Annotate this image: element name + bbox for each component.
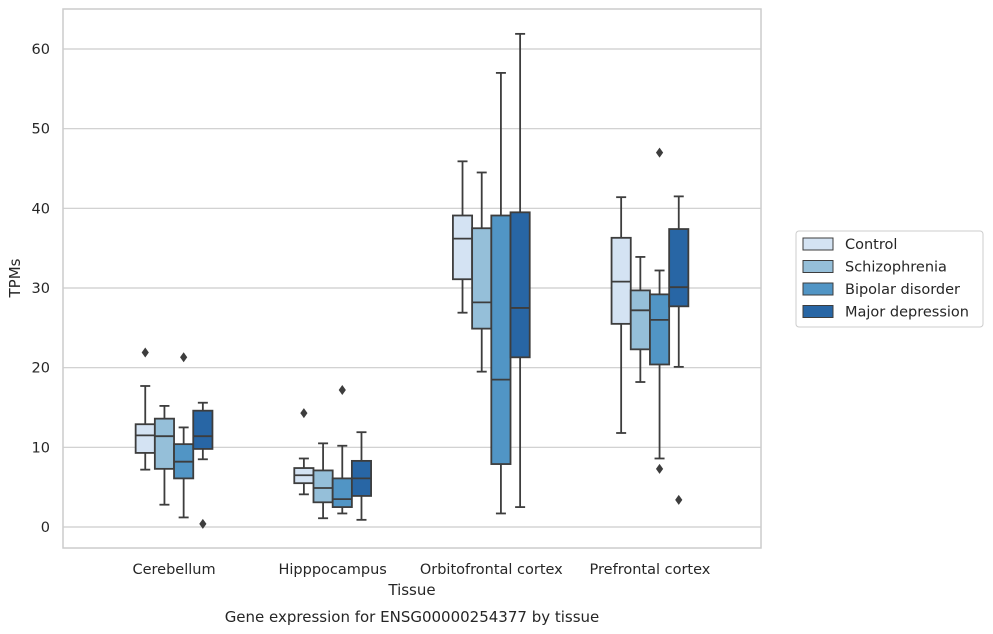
box-0-0 <box>134 347 156 471</box>
legend-swatch <box>802 282 834 296</box>
legend-swatch <box>802 305 834 318</box>
y-tick-label: 20 <box>32 361 50 377</box>
y-axis-title: TPMs <box>6 258 24 298</box>
legend-label: Schizophrenia <box>845 260 947 276</box>
y-tick-label: 0 <box>41 520 50 536</box>
legend-swatch <box>802 260 834 273</box>
box-3-1 <box>629 256 651 383</box>
outlier-point <box>655 147 664 158</box>
box-2-0 <box>452 160 474 314</box>
y-tick-label: 60 <box>32 42 50 58</box>
x-tick-label: Orbitofrontal cortex <box>420 562 563 578</box>
box-iqr <box>668 228 690 308</box>
outlier-point <box>180 352 188 363</box>
box-1-3 <box>350 431 372 521</box>
box-iqr <box>192 409 214 450</box>
outlier-point <box>199 518 207 529</box>
legend-label: Control <box>845 237 897 253</box>
box-plots <box>134 32 690 529</box>
legend-label: Major depression <box>845 305 969 321</box>
box-iqr <box>312 469 334 504</box>
outlier-point <box>141 347 149 358</box>
y-tick-labels: 0 10 20 30 40 50 60 <box>32 42 50 536</box>
plot-frame <box>62 8 762 549</box>
box-iqr <box>331 477 353 508</box>
outlier-point <box>675 494 683 505</box>
legend-frame <box>795 230 984 328</box>
x-tick-labels: Cerebellum Hipppocampus Orbitofrontal cort… <box>132 562 710 578</box>
box-2-1 <box>471 171 493 373</box>
box-2-2 <box>490 72 512 515</box>
y-tick-label: 50 <box>32 122 50 138</box>
box-iqr <box>649 293 671 366</box>
box-iqr <box>471 227 493 330</box>
box-iqr <box>153 417 175 470</box>
legend: Control Schizophrenia Bipolar disorder Majo… <box>795 230 984 328</box>
box-iqr <box>134 423 156 454</box>
y-tick-label: 40 <box>32 201 50 217</box>
y-tick-label: 10 <box>32 440 50 456</box>
box-0-2 <box>173 352 195 519</box>
x-axis-title: Tissue <box>387 581 435 599</box>
legend-label: Bipolar disorder <box>845 282 960 298</box>
legend-swatch <box>802 237 834 251</box>
box-0-3 <box>192 401 214 529</box>
box-iqr <box>509 211 531 359</box>
box-2-3 <box>509 32 531 508</box>
figure-caption: Gene expression for ENSG00000254377 by t… <box>225 608 600 626</box>
box-3-0 <box>610 196 632 434</box>
outlier-point <box>300 408 308 419</box>
box-3-2 <box>649 147 671 474</box>
box-3-3 <box>668 195 690 505</box>
box-iqr <box>629 289 651 351</box>
box-0-1 <box>153 405 175 506</box>
box-iqr <box>490 214 512 465</box>
box-iqr <box>452 214 474 281</box>
x-tick-label: Cerebellum <box>132 562 215 578</box>
x-tick-label: Hipppocampus <box>279 562 387 578</box>
x-tick-label: Prefrontal cortex <box>590 562 711 578</box>
y-tick-label: 30 <box>32 281 50 297</box>
outlier-point <box>338 384 346 395</box>
outlier-point <box>655 463 664 474</box>
